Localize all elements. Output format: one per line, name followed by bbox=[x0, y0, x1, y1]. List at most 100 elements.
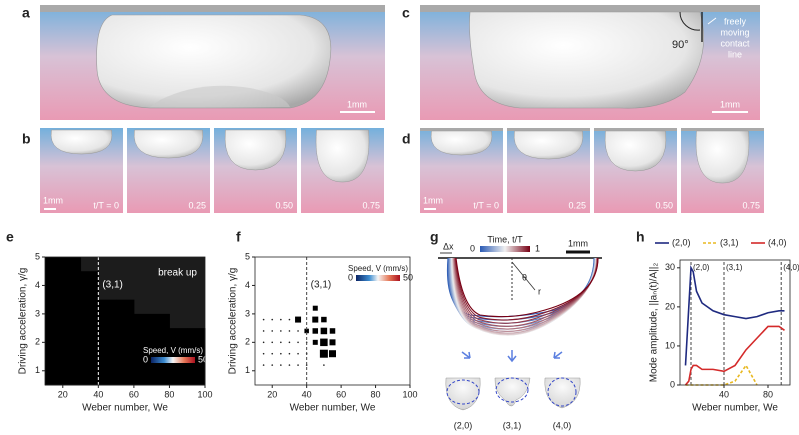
point bbox=[297, 352, 299, 355]
x-tick-label: 60 bbox=[129, 389, 139, 399]
annotation: line bbox=[728, 49, 742, 59]
y-tick-label: 5 bbox=[35, 251, 40, 261]
marker-label: (4,0) bbox=[783, 263, 799, 272]
droplet bbox=[224, 129, 287, 171]
x-tick-label: 40 bbox=[93, 389, 103, 399]
colorbar-label: Time, t/T bbox=[487, 234, 523, 244]
panel-label: h bbox=[636, 229, 645, 245]
scale-label: 1mm bbox=[43, 195, 63, 205]
panel-label: e bbox=[6, 229, 14, 245]
point bbox=[280, 364, 282, 366]
y-axis-label: Driving acceleration, γ/g bbox=[228, 268, 239, 375]
frame-time: 0.25 bbox=[188, 200, 206, 210]
heat-cell bbox=[62, 299, 82, 315]
frame-time: 0.75 bbox=[362, 200, 380, 210]
point bbox=[262, 341, 265, 344]
point bbox=[271, 330, 274, 332]
heat-cell bbox=[45, 370, 64, 386]
pointer bbox=[707, 17, 717, 25]
heat-cell bbox=[80, 271, 99, 286]
annotation: freely bbox=[724, 16, 747, 26]
point bbox=[280, 341, 282, 344]
point bbox=[288, 364, 291, 366]
legend-label: (4,0) bbox=[768, 237, 787, 247]
heat-cell bbox=[45, 356, 64, 372]
heat-cell bbox=[133, 356, 153, 372]
heat-cell bbox=[133, 370, 153, 386]
x-tick-label: 40 bbox=[719, 389, 729, 399]
x-tick-label: 60 bbox=[336, 389, 346, 399]
colorbar-tick: 1 bbox=[535, 243, 540, 253]
plate bbox=[40, 5, 385, 12]
point bbox=[320, 338, 328, 347]
colorbar bbox=[151, 357, 195, 363]
mode-label: (2,0) bbox=[454, 420, 473, 430]
x-tick-label: 80 bbox=[164, 389, 174, 399]
x-tick-label: 80 bbox=[763, 389, 773, 399]
droplet bbox=[604, 130, 667, 172]
y-tick-label: 30 bbox=[665, 262, 675, 272]
droplet bbox=[50, 129, 113, 155]
point bbox=[262, 364, 265, 366]
legend-label: (2,0) bbox=[672, 237, 691, 247]
point bbox=[262, 352, 265, 355]
heat-cell bbox=[45, 342, 64, 358]
x-tick-label: 80 bbox=[371, 389, 381, 399]
point bbox=[295, 316, 302, 323]
mode-shape bbox=[445, 377, 481, 411]
point bbox=[329, 328, 336, 334]
mode-shape bbox=[544, 377, 581, 409]
point bbox=[312, 316, 319, 323]
panel-label: b bbox=[22, 131, 31, 147]
theta-label: θ bbox=[522, 272, 527, 282]
point bbox=[304, 328, 309, 334]
point bbox=[321, 316, 327, 323]
point bbox=[271, 318, 274, 321]
heat-cell bbox=[62, 285, 82, 301]
point bbox=[297, 330, 299, 332]
heat-cell bbox=[45, 313, 64, 329]
plate bbox=[594, 128, 677, 131]
point bbox=[271, 352, 274, 355]
heat-cell bbox=[62, 257, 82, 272]
point bbox=[280, 318, 282, 321]
heat-cell bbox=[62, 313, 82, 329]
series-line bbox=[684, 265, 785, 366]
point bbox=[297, 364, 299, 366]
heat-cell bbox=[98, 299, 117, 315]
plate bbox=[420, 128, 503, 131]
heat-cell bbox=[80, 328, 99, 343]
point bbox=[280, 352, 282, 355]
wave-curve bbox=[454, 257, 599, 321]
heat-cell bbox=[116, 328, 135, 343]
plot-frame bbox=[679, 259, 791, 386]
heat-cell bbox=[116, 370, 135, 386]
droplet bbox=[695, 130, 750, 184]
colorbar-tick: 0 bbox=[348, 272, 353, 282]
colorbar-tick: 0 bbox=[470, 243, 475, 253]
panel-label: a bbox=[22, 5, 30, 21]
annotation: contact bbox=[720, 38, 750, 48]
heat-cell bbox=[45, 257, 64, 272]
wave-curve bbox=[455, 257, 599, 318]
point bbox=[312, 328, 319, 334]
heat-cell bbox=[133, 328, 153, 343]
colorbar bbox=[356, 275, 400, 281]
frame-time: 0.50 bbox=[655, 200, 673, 210]
point bbox=[329, 350, 336, 358]
panel-label: c bbox=[402, 5, 410, 21]
point bbox=[312, 339, 318, 345]
point bbox=[271, 341, 274, 344]
heat-cell bbox=[169, 342, 188, 358]
r-label: r bbox=[538, 286, 541, 296]
heat-cell bbox=[45, 285, 64, 301]
heat-cell bbox=[187, 342, 206, 358]
droplet bbox=[133, 129, 204, 159]
mode-outline bbox=[495, 377, 529, 403]
y-tick-label: 20 bbox=[665, 301, 675, 311]
colorbar-label: Speed, V (mm/s) bbox=[348, 264, 408, 273]
x-axis-label: Weber number, We bbox=[692, 403, 778, 414]
y-tick-label: 10 bbox=[665, 340, 675, 350]
y-tick-label: 2 bbox=[35, 337, 40, 347]
